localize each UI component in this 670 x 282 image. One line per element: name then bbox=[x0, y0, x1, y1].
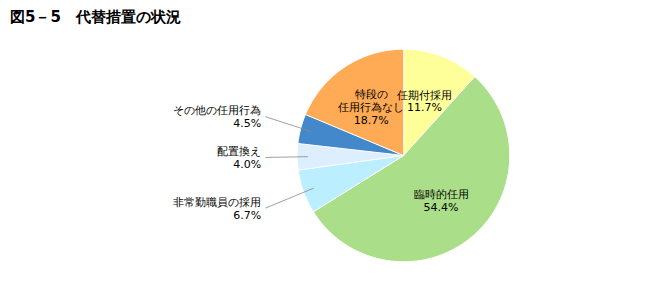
svg-text:非常勤職員の採用6.7%: 非常勤職員の採用6.7% bbox=[173, 196, 261, 222]
svg-text:任期付採用11.7%: 任期付採用11.7% bbox=[396, 89, 452, 115]
svg-text:その他の任用行為4.5%: その他の任用行為4.5% bbox=[173, 104, 261, 130]
svg-text:臨時的任用54.4%: 臨時的任用54.4% bbox=[414, 188, 469, 214]
html-text:図5－5 代替措置の状況: 図5－5 代替措置の状況 bbox=[10, 8, 181, 26]
svg-text:特段の任用行為なし18.7%: 特段の任用行為なし18.7% bbox=[337, 88, 404, 126]
svg-text:配置換え4.0%: 配置換え4.0% bbox=[217, 145, 261, 171]
